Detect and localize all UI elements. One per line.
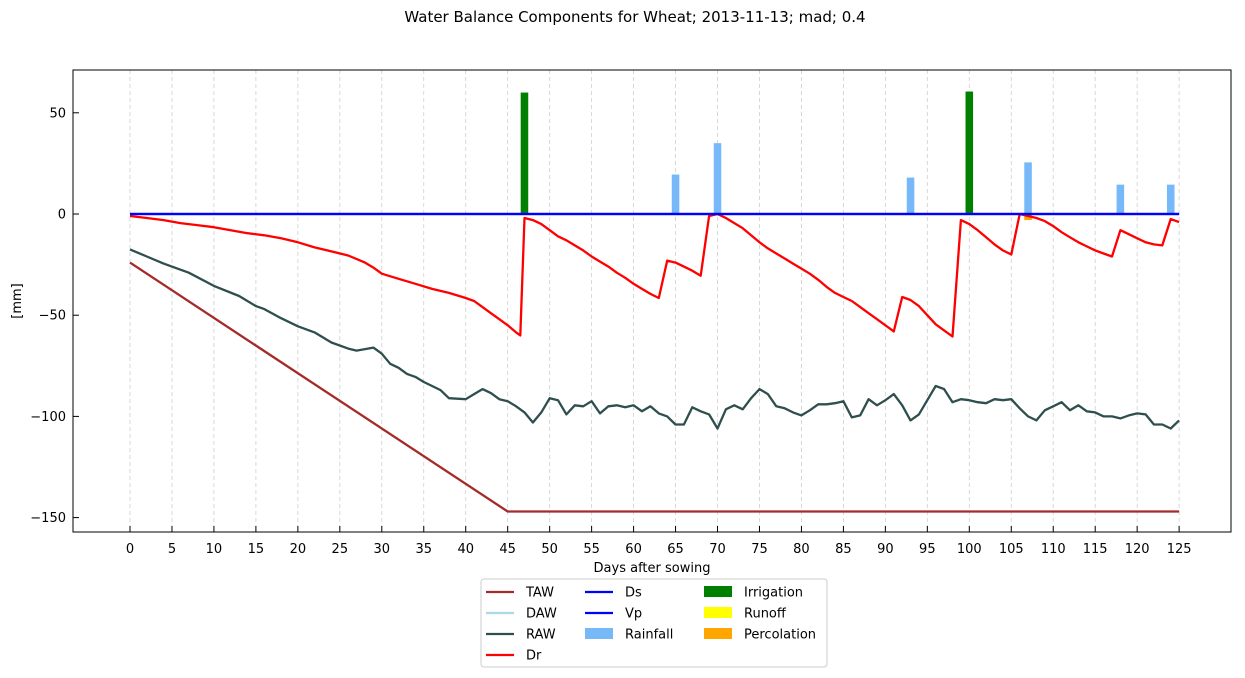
legend-irrigation-label: Irrigation bbox=[744, 586, 803, 601]
y-tick-label: 50 bbox=[49, 106, 66, 121]
x-tick-label: 25 bbox=[332, 542, 349, 557]
y-tick-label: 0 bbox=[58, 208, 66, 223]
x-tick-label: 30 bbox=[374, 542, 391, 557]
legend-taw-label: TAW bbox=[525, 586, 554, 601]
legend-rainfall-label: Rainfall bbox=[625, 628, 673, 643]
axis-ticks: 0 5 10 15 20 25 30 35 40 45 50 55 60 65 70 75 80 85 90 95 10… bbox=[30, 106, 1191, 557]
x-tick-label: 0 bbox=[126, 542, 134, 557]
dr-line bbox=[129, 212, 1180, 338]
chart-title: Water Balance Components for Wheat; 2013… bbox=[404, 8, 865, 26]
irrigation-bar bbox=[520, 92, 529, 214]
x-tick-label: 125 bbox=[1167, 542, 1192, 557]
legend-daw-label: DAW bbox=[526, 607, 557, 622]
rainfall-bar bbox=[671, 174, 680, 214]
rainfall-bar bbox=[1116, 184, 1125, 214]
x-tick-label: 95 bbox=[919, 542, 936, 557]
bar-series-layer bbox=[520, 91, 1175, 221]
y-tick-label: −100 bbox=[30, 410, 66, 425]
legend-dr-label: Dr bbox=[526, 649, 542, 664]
rainfall-bar bbox=[1024, 162, 1032, 214]
x-tick-label: 105 bbox=[999, 542, 1024, 557]
x-tick-label: 5 bbox=[168, 542, 176, 557]
x-axis-label: Days after sowing bbox=[594, 561, 711, 576]
x-tick-label: 65 bbox=[667, 542, 684, 557]
line-series-layer bbox=[129, 212, 1180, 513]
x-tick-label: 40 bbox=[457, 542, 474, 557]
x-tick-label: 10 bbox=[206, 542, 223, 557]
legend-vp-label: Vp bbox=[625, 607, 642, 622]
legend-percolation-swatch bbox=[704, 628, 732, 639]
taw-line bbox=[129, 261, 1180, 513]
x-tick-label: 75 bbox=[751, 542, 768, 557]
legend-raw-label: RAW bbox=[526, 628, 556, 643]
x-tick-label: 55 bbox=[583, 542, 600, 557]
legend-runoff-label: Runoff bbox=[744, 607, 787, 622]
irrigation-bar bbox=[965, 91, 974, 214]
x-tick-label: 80 bbox=[793, 542, 810, 557]
legend-runoff-swatch bbox=[704, 607, 732, 618]
y-tick-label: −150 bbox=[30, 511, 66, 526]
x-tick-label: 35 bbox=[415, 542, 432, 557]
x-tick-label: 20 bbox=[290, 542, 307, 557]
x-tick-label: 85 bbox=[835, 542, 852, 557]
x-grid bbox=[129, 70, 1180, 532]
x-tick-label: 115 bbox=[1083, 542, 1108, 557]
x-tick-label: 70 bbox=[709, 542, 726, 557]
x-tick-label: 50 bbox=[541, 542, 558, 557]
x-tick-label: 110 bbox=[1041, 542, 1066, 557]
legend-irrigation-swatch bbox=[704, 586, 732, 597]
x-tick-label: 120 bbox=[1125, 542, 1150, 557]
y-axis-label: [mm] bbox=[10, 283, 25, 318]
y-tick-label: −50 bbox=[39, 309, 66, 324]
rainfall-bar bbox=[1166, 184, 1175, 214]
legend-ds-label: Ds bbox=[625, 586, 642, 601]
legend-rainfall-swatch bbox=[585, 628, 613, 639]
x-tick-label: 100 bbox=[957, 542, 982, 557]
x-tick-label: 60 bbox=[625, 542, 642, 557]
raw-line bbox=[129, 248, 1180, 430]
plot-frame bbox=[72, 69, 1232, 533]
legend-box bbox=[480, 578, 828, 668]
x-tick-label: 45 bbox=[499, 542, 516, 557]
rainfall-bar bbox=[713, 143, 722, 214]
x-tick-label: 90 bbox=[877, 542, 894, 557]
legend: TAW DAW RAW Dr Ds Vp Rainfall Irrigation Runoff P… bbox=[480, 578, 828, 668]
x-tick-label: 15 bbox=[248, 542, 265, 557]
legend-percolation-label: Percolation bbox=[744, 628, 816, 643]
rainfall-bar bbox=[906, 177, 915, 214]
